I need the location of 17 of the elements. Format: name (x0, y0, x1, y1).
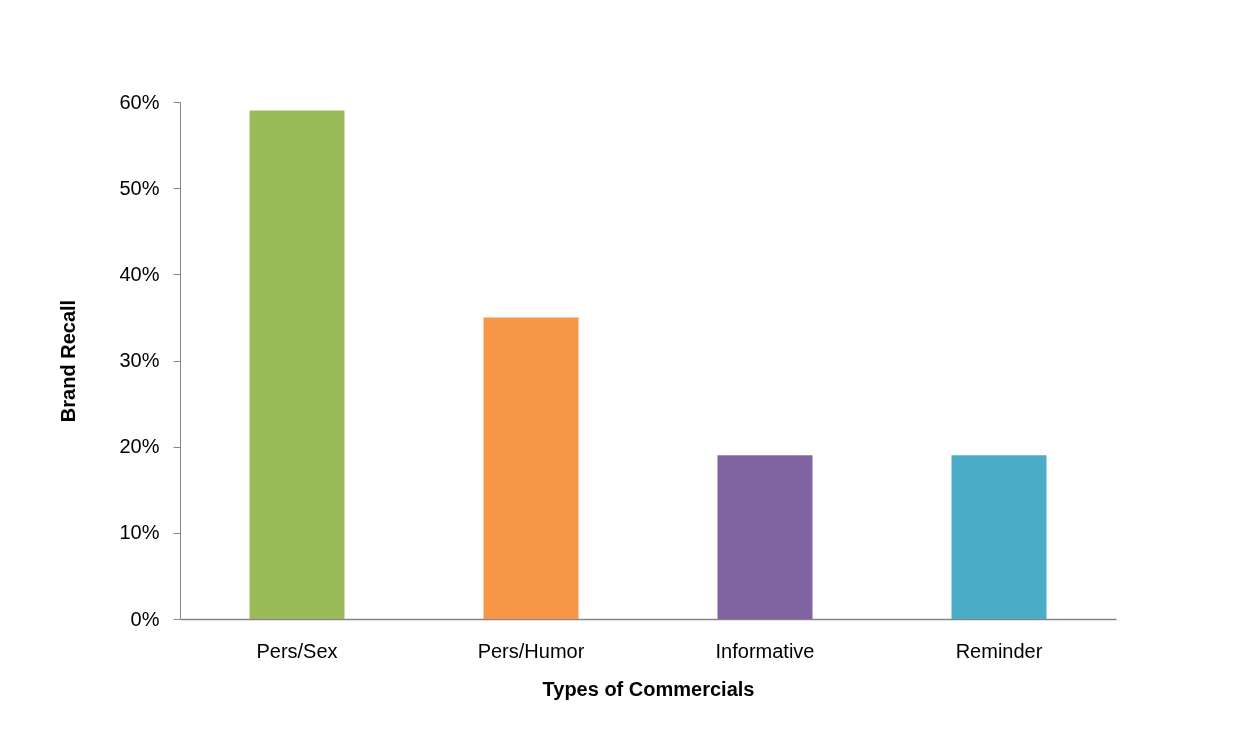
y-tick-label: 50% (119, 176, 160, 199)
x-axis-title: Types of Commercials (542, 677, 755, 700)
x-tick-label: Pers/Humor (477, 639, 585, 662)
bar (717, 455, 813, 619)
y-axis-title: Brand Recall (57, 299, 80, 423)
y-tick-label: 10% (119, 521, 160, 544)
y-tick-label: 20% (119, 435, 160, 458)
y-tick-label: 60% (119, 90, 160, 113)
bar (951, 455, 1047, 619)
y-tick-label: 30% (119, 349, 160, 371)
bar (483, 317, 579, 619)
y-tick-label: 0% (130, 607, 160, 630)
bar (249, 110, 345, 619)
x-tick-label: Informative (715, 639, 815, 662)
x-tick-label: Pers/Sex (256, 639, 338, 662)
y-tick-label: 40% (119, 262, 160, 285)
x-tick-label: Reminder (955, 639, 1043, 662)
